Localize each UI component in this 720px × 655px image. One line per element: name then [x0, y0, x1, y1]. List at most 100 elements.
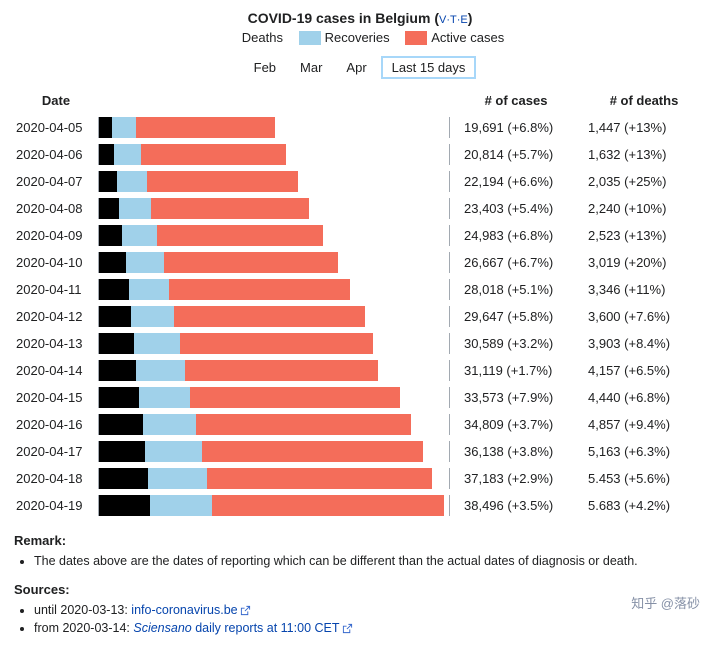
- row-bar: [98, 441, 450, 462]
- bar-seg-active: [202, 441, 423, 462]
- bar-seg-active: [151, 198, 308, 219]
- row-cases: 30,589 (+3.2%): [450, 336, 582, 351]
- row-deaths: 5.453 (+5.6%): [582, 471, 706, 486]
- row-bar: [98, 171, 450, 192]
- bar-wrap: [99, 279, 449, 300]
- row-cases: 38,496 (+3.5%): [450, 498, 582, 513]
- row-deaths: 2,035 (+25%): [582, 174, 706, 189]
- row-cases: 33,573 (+7.9%): [450, 390, 582, 405]
- row-cases: 29,647 (+5.8%): [450, 309, 582, 324]
- row-bar: [98, 279, 450, 300]
- legend-active: Active cases: [405, 30, 504, 45]
- row-date: 2020-04-16: [14, 417, 98, 432]
- remark-list: The dates above are the dates of reporti…: [14, 554, 706, 568]
- data-row: 2020-04-0722,194 (+6.6%)2,035 (+25%): [14, 168, 706, 195]
- source-link[interactable]: info-coronavirus.be: [131, 603, 237, 617]
- row-deaths: 4,857 (+9.4%): [582, 417, 706, 432]
- bar-seg-recoveries: [131, 306, 174, 327]
- external-link-icon: [342, 623, 353, 634]
- bar-seg-recoveries: [129, 279, 169, 300]
- row-deaths: 1,632 (+13%): [582, 147, 706, 162]
- bar-wrap: [99, 387, 449, 408]
- row-cases: 31,119 (+1.7%): [450, 363, 582, 378]
- row-date: 2020-04-05: [14, 120, 98, 135]
- row-cases: 36,138 (+3.8%): [450, 444, 582, 459]
- bar-seg-active: [169, 279, 350, 300]
- bar-seg-deaths: [99, 252, 126, 273]
- tab-feb[interactable]: Feb: [244, 57, 286, 78]
- swatch-active: [405, 31, 427, 45]
- bar-seg-active: [196, 414, 411, 435]
- source-link[interactable]: Sciensano daily reports at 11:00 CET: [133, 621, 339, 635]
- bar-seg-recoveries: [148, 468, 207, 489]
- bar-seg-active: [157, 225, 323, 246]
- sources-heading: Sources:: [14, 582, 706, 597]
- row-date: 2020-04-09: [14, 228, 98, 243]
- bar-seg-active: [164, 252, 338, 273]
- legend-recoveries: Recoveries: [299, 30, 390, 45]
- bar-wrap: [99, 441, 449, 462]
- legend: Deaths Recoveries Active cases: [14, 30, 706, 48]
- header-row: Date # of cases # of deaths: [14, 93, 706, 108]
- bar-seg-recoveries: [117, 171, 147, 192]
- row-deaths: 1,447 (+13%): [582, 120, 706, 135]
- row-bar: [98, 360, 450, 381]
- bar-seg-active: [136, 117, 275, 138]
- data-row: 2020-04-1229,647 (+5.8%)3,600 (+7.6%): [14, 303, 706, 330]
- row-bar: [98, 333, 450, 354]
- header-chart: [98, 93, 450, 108]
- row-deaths: 2,523 (+13%): [582, 228, 706, 243]
- data-row: 2020-04-1431,119 (+1.7%)4,157 (+6.5%): [14, 357, 706, 384]
- row-date: 2020-04-10: [14, 255, 98, 270]
- data-row: 2020-04-1736,138 (+3.8%)5,163 (+6.3%): [14, 438, 706, 465]
- chart-title: COVID-19 cases in Belgium (V·T·E): [14, 10, 706, 26]
- bar-seg-recoveries: [136, 360, 184, 381]
- row-date: 2020-04-19: [14, 498, 98, 513]
- bar-seg-recoveries: [126, 252, 164, 273]
- bar-wrap: [99, 414, 449, 435]
- bar-wrap: [99, 333, 449, 354]
- bar-seg-recoveries: [139, 387, 190, 408]
- bar-seg-recoveries: [112, 117, 136, 138]
- bar-seg-deaths: [99, 279, 129, 300]
- bar-seg-recoveries: [114, 144, 141, 165]
- bar-seg-active: [180, 333, 373, 354]
- vte-links[interactable]: V·T·E: [439, 14, 468, 26]
- bar-seg-deaths: [99, 387, 139, 408]
- bar-wrap: [99, 225, 449, 246]
- row-bar: [98, 252, 450, 273]
- bar-wrap: [99, 117, 449, 138]
- row-deaths: 4,440 (+6.8%): [582, 390, 706, 405]
- bar-wrap: [99, 495, 449, 516]
- data-row: 2020-04-0823,403 (+5.4%)2,240 (+10%): [14, 195, 706, 222]
- header-date: Date: [14, 93, 98, 108]
- row-deaths: 3,346 (+11%): [582, 282, 706, 297]
- bar-seg-active: [190, 387, 400, 408]
- legend-deaths-label: Deaths: [242, 30, 283, 45]
- row-deaths: 2,240 (+10%): [582, 201, 706, 216]
- bar-wrap: [99, 171, 449, 192]
- bar-seg-deaths: [99, 198, 119, 219]
- watermark: 知乎 @落砂: [631, 593, 700, 612]
- bar-wrap: [99, 306, 449, 327]
- legend-active-label: Active cases: [431, 30, 504, 45]
- row-bar: [98, 144, 450, 165]
- tab-last-15-days[interactable]: Last 15 days: [381, 56, 477, 79]
- tab-mar[interactable]: Mar: [290, 57, 332, 78]
- title-close: ): [468, 10, 473, 26]
- period-tabs: FebMarAprLast 15 days: [14, 56, 706, 79]
- bar-wrap: [99, 360, 449, 381]
- row-bar: [98, 495, 450, 516]
- bar-seg-recoveries: [122, 225, 157, 246]
- row-date: 2020-04-06: [14, 147, 98, 162]
- bar-seg-recoveries: [143, 414, 197, 435]
- bar-seg-deaths: [99, 414, 143, 435]
- source-link-text: Sciensano: [133, 621, 191, 635]
- data-row: 2020-04-1938,496 (+3.5%)5.683 (+4.2%): [14, 492, 706, 519]
- bar-seg-recoveries: [119, 198, 151, 219]
- bar-seg-deaths: [99, 171, 117, 192]
- bar-seg-deaths: [99, 495, 150, 516]
- source-suffix: daily reports at 11:00 CET: [192, 621, 340, 635]
- bar-seg-deaths: [99, 441, 145, 462]
- tab-apr[interactable]: Apr: [336, 57, 376, 78]
